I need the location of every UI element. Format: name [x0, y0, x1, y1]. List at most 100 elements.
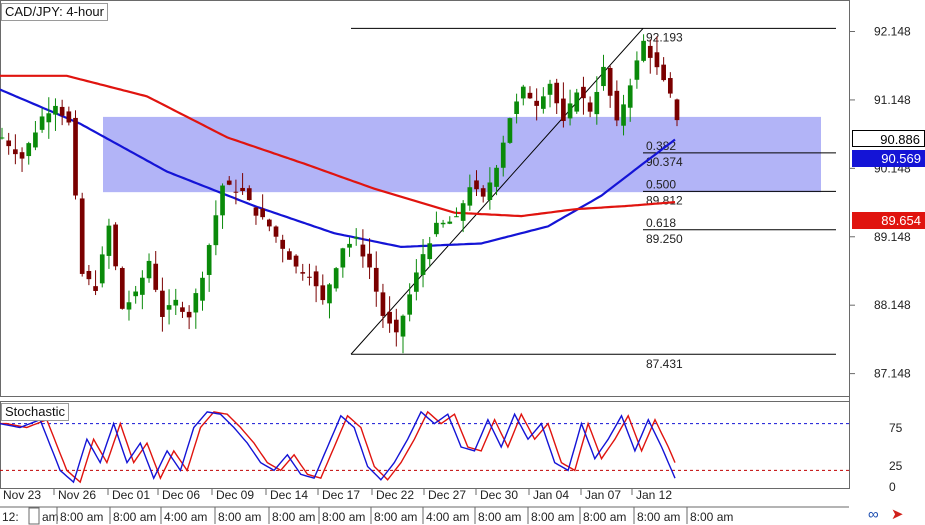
bear-candle	[113, 224, 118, 267]
bear-candle	[153, 263, 159, 290]
bear-candle	[226, 180, 232, 185]
bull-candle	[634, 60, 640, 80]
candlesticks	[0, 34, 680, 354]
bull-candle	[414, 272, 419, 292]
x-date-label: Nov 26	[58, 488, 96, 502]
x-date-label: Dec 06	[162, 488, 200, 502]
bull-candle	[467, 187, 473, 206]
x-time-label: 8:00 am	[322, 510, 365, 524]
bull-candle	[333, 268, 339, 289]
bear-candle	[587, 102, 593, 112]
bull-candle	[126, 302, 132, 310]
x-time-label: 8:00 am	[374, 510, 417, 524]
footer-toolbar: ∞ ➤	[860, 505, 925, 523]
bull-candle	[427, 243, 433, 260]
bear-candle	[86, 270, 92, 280]
bear-candle	[360, 244, 366, 257]
x-time-label: 12:	[2, 510, 19, 524]
fib-low-label: 87.431	[646, 357, 683, 371]
bull-candle	[540, 96, 546, 109]
red-moving-average	[0, 74, 676, 218]
bear-candle	[240, 187, 245, 192]
bear-candle	[300, 272, 306, 274]
bull-candle	[507, 118, 513, 143]
x-date-label: Dec 27	[428, 488, 466, 502]
bull-candle	[213, 215, 219, 246]
bear-candle	[287, 251, 292, 260]
bear-candle	[293, 255, 299, 267]
bull-candle	[601, 66, 606, 87]
bear-candle	[581, 86, 586, 99]
bull-candle	[166, 305, 172, 310]
bull-candle	[53, 105, 58, 115]
bull-candle	[99, 254, 105, 284]
x-time-label: 8:00 am	[60, 510, 103, 524]
x-date-label: Dec 01	[112, 488, 150, 502]
bull-candle	[594, 91, 600, 115]
x-time-label: am	[42, 510, 59, 524]
bear-candle	[266, 219, 272, 227]
bull-candle	[353, 237, 359, 239]
bear-candle	[6, 140, 12, 147]
bear-candle	[614, 90, 620, 121]
x-date-label: Jan 04	[533, 488, 569, 502]
bear-candle	[246, 188, 252, 201]
x-time-label: 8:00 am	[218, 510, 261, 524]
bull-candle	[340, 248, 346, 268]
bear-candle	[73, 117, 78, 196]
bear-candle	[233, 191, 239, 193]
bear-candle	[186, 311, 192, 318]
blue-ma-price-tag: 90.569	[852, 150, 925, 167]
x-time-label: 8:00 am	[478, 510, 521, 524]
bull-candle	[26, 143, 32, 157]
bear-candle	[19, 152, 25, 159]
bear-candle	[534, 100, 539, 106]
bull-candle	[447, 221, 453, 224]
x-time-label: 8:00 am	[113, 510, 156, 524]
x-date-label: Dec 30	[480, 488, 518, 502]
y-tick-label: 87.148	[874, 367, 911, 381]
bull-candle	[407, 294, 413, 315]
bull-candle	[460, 203, 466, 221]
bear-candle	[180, 307, 185, 312]
stochastic-axis: 75 25 0	[889, 421, 903, 494]
bear-candle	[380, 292, 386, 316]
fib-high-label: 92.193	[646, 30, 683, 44]
support-zone	[103, 116, 821, 193]
bull-candle	[434, 222, 439, 235]
bull-candle	[520, 86, 526, 99]
bull-candle	[106, 225, 112, 256]
bull-candle	[567, 103, 573, 119]
bear-candle	[313, 271, 319, 287]
x-time-label: 8:00 am	[583, 510, 626, 524]
bear-candle	[59, 106, 65, 116]
x-time-label: 4:00 am	[426, 510, 469, 524]
bull-candle	[400, 315, 406, 337]
bull-candle	[547, 83, 553, 95]
bear-candle	[13, 149, 18, 155]
bear-candle	[647, 45, 653, 58]
stochastic-k-line	[0, 410, 676, 484]
bull-candle	[641, 40, 646, 61]
fib-price-label: 89.812	[646, 193, 683, 207]
fib-ratio-label: 0.382	[646, 139, 676, 153]
bear-candle	[307, 276, 312, 278]
fib-ratio-label: 0.618	[646, 216, 676, 230]
y-tick-label: 92.148	[874, 25, 911, 39]
bull-candle	[627, 85, 633, 108]
indicator-title: Stochastic	[1, 403, 69, 421]
y-tick-label: 89.148	[874, 230, 911, 244]
x-time-label: 8:00 am	[637, 510, 680, 524]
x-time-label: 8:00 am	[690, 510, 733, 524]
link-icon[interactable]: ∞	[868, 506, 879, 523]
arrow-right-icon[interactable]: ➤	[890, 506, 904, 523]
bear-candle	[79, 198, 85, 274]
x-date-label: Nov 23	[3, 488, 41, 502]
time-axis: Nov 23 Nov 26 Dec 01 Dec 06 Dec 09 Dec 14 Dec …	[0, 488, 849, 525]
stochastic-tick-label: 75	[889, 421, 903, 435]
bull-candle	[514, 101, 519, 115]
bear-candle	[367, 253, 372, 268]
bull-candle	[487, 182, 493, 200]
y-tick-label: 91.148	[874, 93, 911, 107]
